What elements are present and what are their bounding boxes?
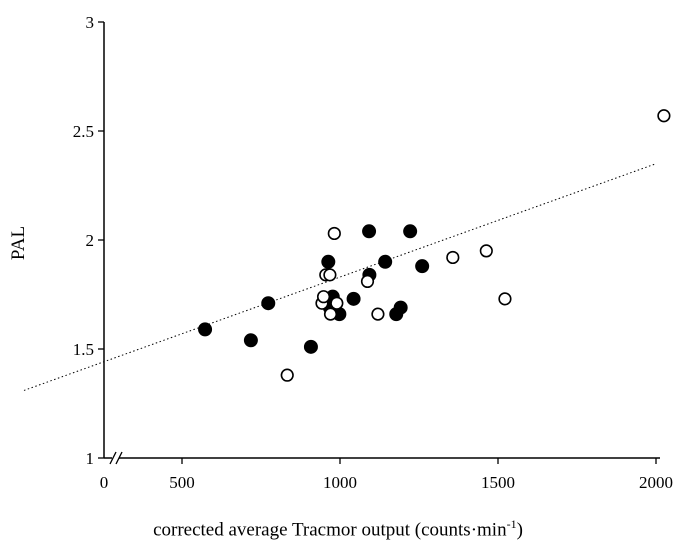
filled-data-point	[415, 259, 430, 274]
open-data-point	[360, 274, 375, 289]
filled-data-point	[303, 339, 318, 354]
open-data-point	[446, 250, 460, 265]
filled-data-point	[362, 224, 377, 239]
filled-data-point	[321, 254, 336, 269]
data-points	[198, 109, 671, 382]
tick-labels: 1 1.5 2 2.5 3 0 500 1000 1500 2000	[73, 13, 673, 492]
x-tick-label: 1500	[481, 473, 515, 492]
x-tick-label: 0	[100, 473, 109, 492]
open-data-point	[330, 296, 344, 310]
y-axis-label: PAL	[8, 226, 29, 260]
trend-line	[23, 163, 657, 391]
filled-data-point	[198, 322, 213, 337]
x-axis-break-mark	[109, 451, 117, 465]
filled-data-point	[243, 333, 258, 348]
open-data-point	[479, 244, 493, 258]
open-data-point	[327, 226, 341, 241]
x-tick-label: 1000	[323, 473, 357, 492]
filled-data-point	[378, 254, 393, 269]
open-data-point	[316, 290, 331, 304]
y-tick-label: 2.5	[73, 122, 94, 141]
open-data-point	[498, 292, 512, 306]
y-tick-label: 2	[86, 231, 95, 250]
x-axis-break-mark	[115, 451, 123, 465]
open-data-point	[657, 109, 671, 123]
x-axis-label-suffix: )	[516, 519, 523, 541]
filled-data-point	[403, 224, 418, 239]
filled-data-point	[261, 296, 276, 311]
open-data-point	[280, 368, 294, 382]
axes	[98, 21, 660, 465]
y-tick-label: 3	[86, 13, 95, 32]
filled-data-point	[346, 291, 361, 306]
x-axis-label-superscript: -1	[506, 517, 517, 531]
x-tick-label: 500	[169, 473, 195, 492]
filled-data-point	[393, 300, 408, 315]
x-axis-label: corrected average Tracmor output (counts…	[0, 517, 676, 541]
open-data-point	[371, 307, 385, 321]
open-data-point	[323, 268, 337, 282]
y-tick-label: 1	[86, 449, 95, 468]
x-tick-label: 2000	[639, 473, 673, 492]
open-data-point	[323, 307, 338, 321]
x-axis-label-text: corrected average Tracmor output (counts…	[153, 519, 507, 541]
y-tick-label: 1.5	[73, 340, 94, 359]
